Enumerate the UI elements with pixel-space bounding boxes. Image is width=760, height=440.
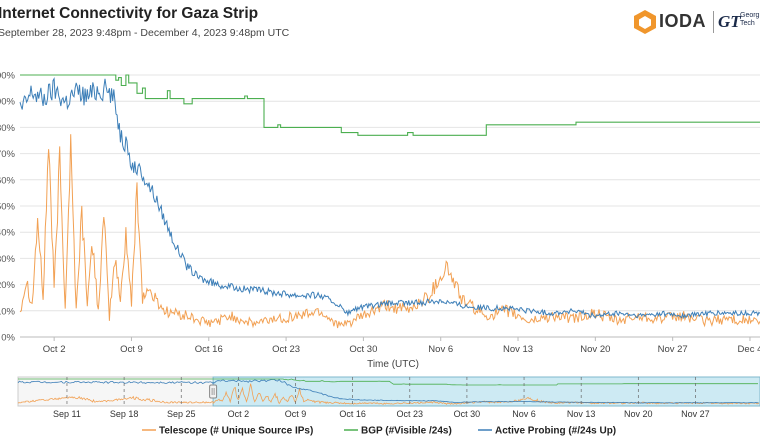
y-tick-label: 40%	[0, 228, 16, 239]
x-axis-ticks: Oct 2 Oct 9 Oct 16 Oct 23 Oct 30 Nov 6 Nov 13 N…	[43, 337, 760, 355]
series-line-active-probing[interactable]	[19, 76, 760, 320]
y-tick-label: 100%	[0, 71, 16, 82]
navigator-tick-label: Oct 30	[454, 409, 481, 419]
chart-subtitle: September 28, 2023 9:48pm - December 4, …	[0, 27, 290, 39]
y-tick-label: 10%	[0, 306, 16, 317]
georgia-tech-logo-text: Georgia Tech	[740, 12, 760, 27]
navigator-series	[17, 378, 760, 406]
x-tick-label: Oct 2	[43, 344, 66, 355]
navigator-tick-label: Nov 20	[624, 409, 653, 419]
ioda-hexagon-icon	[634, 10, 656, 34]
legend-label: BGP (#Visible /24s)	[361, 426, 452, 437]
x-tick-label: Nov 6	[428, 344, 453, 355]
y-tick-label: 90%	[0, 97, 16, 108]
chart-title: Internet Connectivity for Gaza Strip	[0, 5, 259, 22]
x-tick-label: Nov 27	[658, 344, 688, 355]
navigator-left-handle[interactable]	[209, 384, 218, 399]
series-lines[interactable]	[19, 74, 760, 329]
georgia-tech-logo-mark: GT	[718, 12, 741, 31]
navigator-tick-label: Oct 9	[285, 409, 307, 419]
navigator-tick-label: Oct 2	[228, 409, 250, 419]
navigator-tick-label: Oct 23	[397, 409, 424, 419]
navigator-tick-label: Sep 25	[167, 409, 196, 419]
navigator-line-bgp	[18, 378, 758, 386]
x-axis-label: Time (UTC)	[367, 359, 419, 370]
navigator-handle[interactable]	[209, 384, 218, 399]
legend-label: Active Probing (#/24s Up)	[495, 426, 616, 437]
ioda-logo[interactable]: IODA GT Georgia Tech	[630, 8, 760, 36]
x-tick-label: Oct 23	[272, 344, 300, 355]
y-tick-label: 70%	[0, 149, 16, 160]
navigator-line-active-probing	[17, 378, 759, 404]
legend-label: Telescope (# Unique Source IPs)	[159, 426, 313, 437]
y-tick-label: 80%	[0, 123, 16, 134]
x-tick-label: Dec 4	[738, 344, 760, 355]
y-tick-label: 0%	[1, 333, 15, 344]
x-tick-label: Oct 16	[195, 344, 223, 355]
y-tick-label: 30%	[0, 254, 16, 265]
logo-divider	[713, 11, 714, 33]
time-navigator[interactable]: Sep 11 Sep 18 Sep 25 Oct 2 Oct 9 Oct 16 Oct 23…	[17, 376, 760, 419]
legend-item-active-probing[interactable]: Active Probing (#/24s Up)	[478, 426, 616, 437]
y-tick-label: 20%	[0, 280, 16, 291]
x-tick-label: Oct 9	[120, 344, 143, 355]
x-tick-label: Nov 20	[580, 344, 610, 355]
navigator-tick-label: Oct 16	[339, 409, 366, 419]
y-tick-label: 50%	[0, 202, 16, 213]
navigator-tick-label: Nov 27	[681, 409, 710, 419]
legend-item-bgp[interactable]: BGP (#Visible /24s)	[344, 426, 452, 437]
navigator-tick-label: Nov 6	[512, 409, 536, 419]
series-line-bgp[interactable]	[20, 74, 760, 136]
navigator-ticks: Sep 11 Sep 18 Sep 25 Oct 2 Oct 9 Oct 16 Oct 23…	[53, 377, 710, 419]
y-axis-ticks: 0% 10% 20% 30% 40% 50% 60% 70% 80% 90% 100%	[0, 71, 16, 344]
ioda-logo-text: IODA	[659, 11, 706, 31]
navigator-tick-label: Nov 13	[567, 409, 596, 419]
navigator-tick-label: Sep 11	[53, 409, 81, 419]
navigator-tick-label: Sep 18	[110, 409, 139, 419]
y-tick-label: 60%	[0, 175, 16, 186]
chart-legend[interactable]: Telescope (# Unique Source IPs) BGP (#Vis…	[142, 426, 616, 437]
x-tick-label: Oct 30	[349, 344, 377, 355]
grid-lines	[20, 74, 760, 338]
x-tick-label: Nov 13	[503, 344, 533, 355]
series-line-telescope[interactable]	[19, 134, 760, 329]
legend-item-telescope[interactable]: Telescope (# Unique Source IPs)	[142, 426, 313, 437]
